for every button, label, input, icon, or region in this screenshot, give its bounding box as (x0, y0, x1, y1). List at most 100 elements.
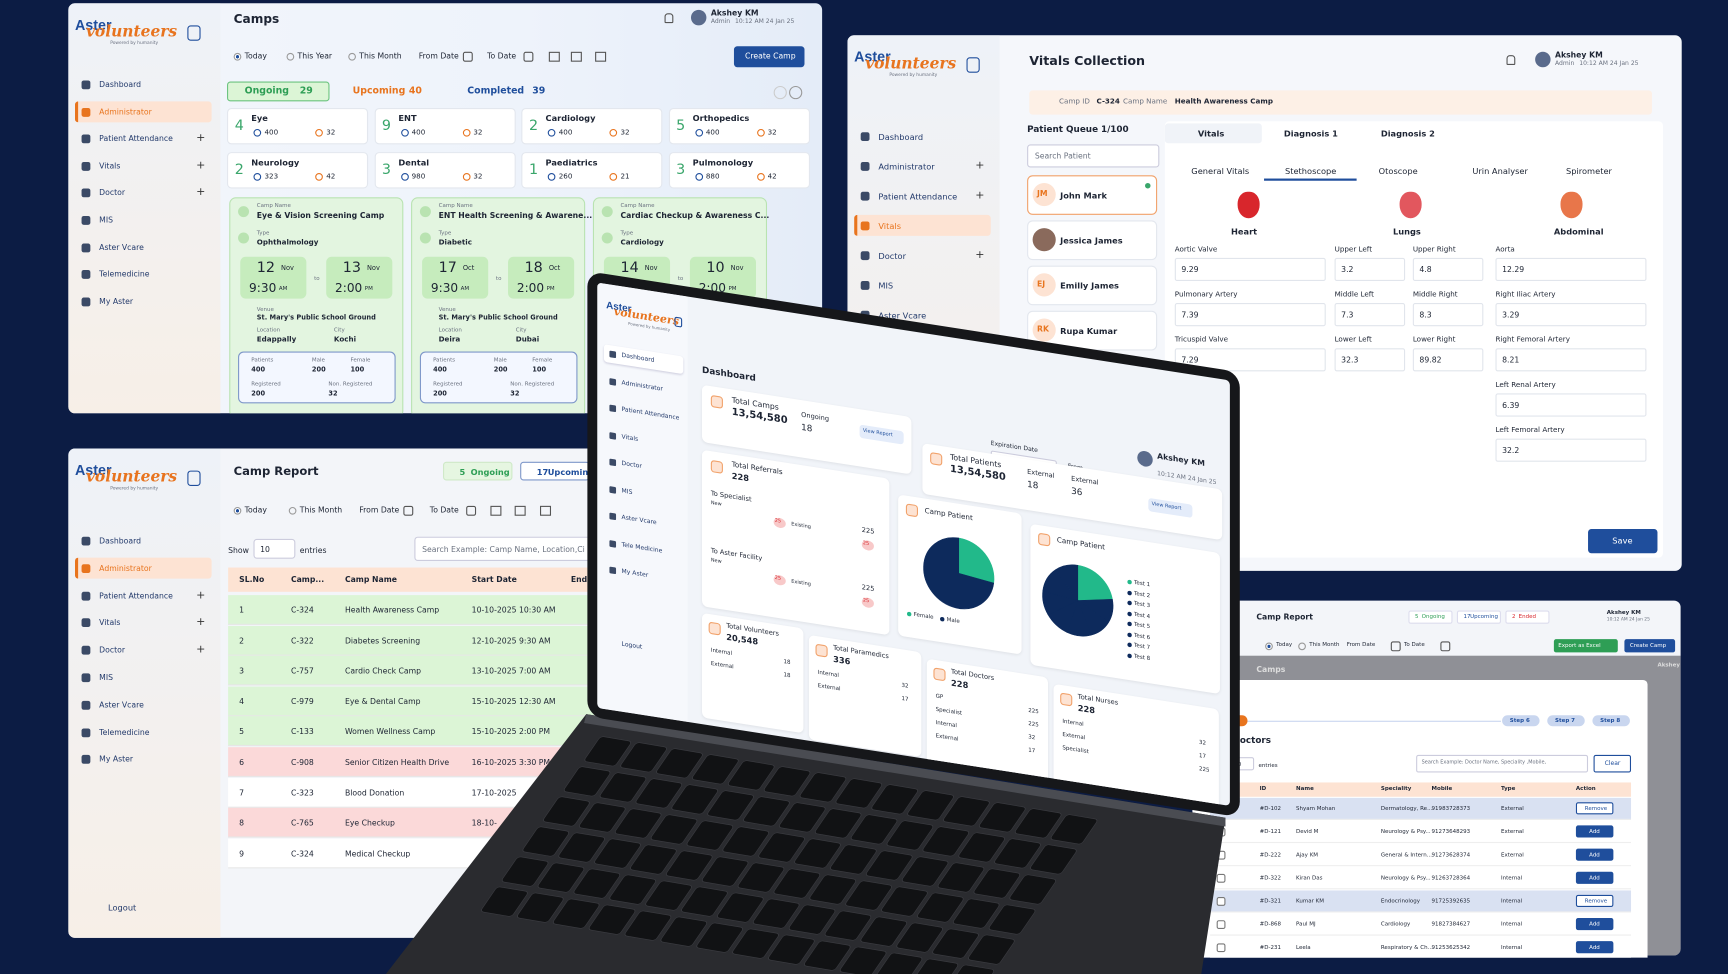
step-pill[interactable] (1592, 715, 1630, 727)
field-input[interactable]: 3.29 (1495, 303, 1647, 327)
radio[interactable] (348, 52, 356, 61)
menu-item[interactable]: Dashboard (99, 80, 142, 90)
save-button[interactable]: Save (1588, 528, 1658, 554)
action-button[interactable]: Remove (1575, 802, 1614, 815)
filter-label[interactable]: This Month (1309, 641, 1340, 648)
menu-item[interactable]: Patient Attendance (99, 591, 173, 601)
calendar-icon[interactable] (523, 51, 534, 62)
menu-item[interactable]: Aster Vcare (99, 243, 144, 252)
field-input[interactable]: 7.3 (1334, 303, 1406, 327)
tab-count[interactable]: 40 (408, 85, 422, 97)
subtab[interactable]: Spirometer (1565, 166, 1612, 177)
menu-item[interactable]: Doctor (99, 646, 126, 655)
column-header[interactable]: Type (1500, 785, 1516, 793)
entries-count[interactable]: 10 (260, 545, 270, 555)
tab-count[interactable]: 29 (299, 85, 313, 97)
menu-item[interactable]: Doctor (878, 251, 906, 262)
field-input[interactable]: 4.8 (1412, 257, 1484, 282)
button-label[interactable]: Clear (1604, 760, 1621, 768)
export-button[interactable]: Export as Excel (1553, 639, 1618, 653)
field-input[interactable]: 7.29 (1174, 348, 1326, 372)
placeholder[interactable]: Search Example: Doctor Name, Speciality … (1421, 760, 1547, 766)
button-label[interactable]: Add (1589, 851, 1600, 859)
filter-label[interactable]: This Month (299, 505, 343, 515)
menu-item[interactable]: Patient Attendance (99, 134, 173, 144)
button-label[interactable]: Create Camp (744, 51, 796, 61)
radio[interactable] (233, 506, 242, 515)
column-header[interactable]: Name (1295, 785, 1314, 793)
radio[interactable] (1298, 642, 1306, 651)
specialty-card[interactable] (521, 152, 663, 189)
button-label[interactable]: Add (1589, 828, 1600, 836)
status-tag[interactable] (1456, 610, 1501, 624)
status-tag[interactable] (1408, 610, 1453, 624)
step-pill[interactable] (1547, 715, 1585, 727)
tab-count[interactable]: 39 (532, 85, 546, 97)
specialty-card[interactable] (668, 152, 810, 189)
button-label[interactable]: Add (1589, 921, 1600, 928)
action-button[interactable]: Remove (1575, 894, 1614, 907)
specialty-card[interactable] (374, 107, 516, 145)
field-input[interactable]: 6.39 (1495, 393, 1647, 417)
specialty-card[interactable] (374, 152, 516, 189)
filter-label[interactable]: This Year (297, 51, 333, 61)
menu-item[interactable]: Vitals (99, 161, 121, 171)
menu-item[interactable]: Dashboard (878, 132, 924, 143)
status-tag[interactable] (1505, 610, 1550, 624)
filter-label[interactable]: From Date (1346, 641, 1376, 648)
logout[interactable]: Logout (107, 902, 137, 913)
menu-item[interactable]: Administrator (99, 564, 152, 573)
bell-icon[interactable] (664, 13, 674, 24)
field-input[interactable]: 89.82 (1412, 348, 1484, 372)
column-header[interactable]: Start Date (471, 575, 517, 585)
button-label[interactable]: Export as Excel (1558, 642, 1601, 650)
menu-item[interactable]: MIS (99, 673, 114, 683)
column-header[interactable]: Action (1575, 785, 1596, 793)
column-header[interactable]: Mobile (1431, 785, 1453, 793)
specialty-card[interactable] (521, 107, 663, 145)
clear-button[interactable]: Clear (1593, 754, 1632, 773)
action-button[interactable]: Add (1575, 941, 1614, 954)
radio[interactable] (233, 52, 242, 61)
button-label[interactable]: Add (1589, 875, 1600, 882)
filter-label[interactable]: Today (244, 51, 267, 61)
filter-label[interactable]: From Date (418, 51, 459, 61)
button-label[interactable]: Remove (1584, 898, 1608, 905)
field-input[interactable]: 32.3 (1334, 348, 1406, 372)
status-tab[interactable] (227, 81, 330, 102)
placeholder[interactable]: Search Example: Camp Name, Location,Ci (422, 545, 585, 555)
button-label[interactable]: View Report (1151, 501, 1182, 512)
menu-item[interactable]: Administrator (878, 161, 935, 172)
tab[interactable]: Vitals (1197, 128, 1225, 139)
field-input[interactable]: 9.29 (1174, 257, 1326, 282)
filter-label[interactable]: This Month (359, 51, 402, 61)
menu-item[interactable]: Administrator (99, 107, 152, 117)
prev-button[interactable] (773, 85, 787, 100)
subtab[interactable]: Urin Analyser (1472, 166, 1528, 177)
menu-item[interactable]: Aster Vcare (99, 700, 144, 710)
row-checkbox[interactable] (1216, 897, 1226, 906)
list-icon[interactable] (570, 51, 582, 62)
subtab[interactable]: General Vitals (1191, 166, 1250, 177)
tab[interactable]: Diagnosis 1 (1283, 128, 1338, 139)
collapse-button[interactable] (187, 25, 201, 41)
bell-icon[interactable] (1506, 55, 1516, 66)
menu-item[interactable]: MIS (99, 215, 114, 225)
specialty-card[interactable] (227, 107, 369, 145)
menu-item[interactable]: Telemedicine (99, 728, 150, 737)
search-box[interactable]: Search Example: Doctor Name, Speciality … (1416, 754, 1589, 773)
menu-item[interactable]: Telemedicine (99, 270, 150, 280)
status-tag[interactable] (443, 461, 513, 481)
placeholder[interactable]: Search Patient (1034, 152, 1091, 161)
row-checkbox[interactable] (1216, 873, 1226, 883)
tab[interactable]: Diagnosis 2 (1380, 128, 1435, 139)
calendar-icon[interactable] (403, 505, 414, 516)
calendar-icon[interactable] (1440, 641, 1451, 652)
column-header[interactable]: Speciality (1380, 785, 1412, 793)
column-header[interactable]: End (570, 575, 588, 585)
filter-label[interactable]: To Date (429, 505, 459, 515)
radio[interactable] (1265, 642, 1273, 651)
field-input[interactable]: 8.3 (1412, 303, 1484, 327)
field-input[interactable]: 32.2 (1495, 438, 1647, 462)
menu-item[interactable]: Vitals (878, 221, 902, 232)
